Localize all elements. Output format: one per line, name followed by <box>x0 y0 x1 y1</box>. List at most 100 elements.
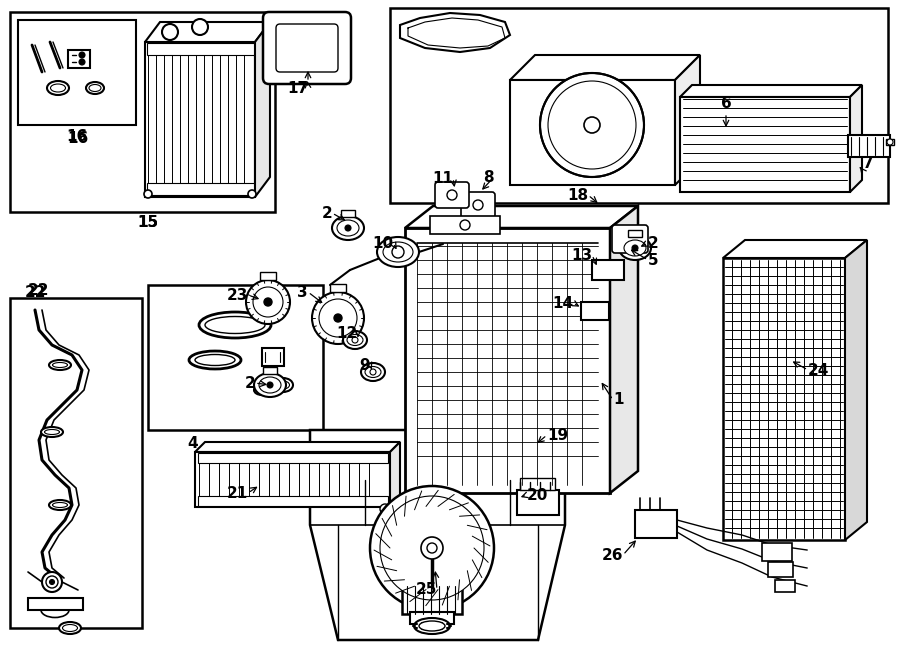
Polygon shape <box>723 240 867 258</box>
Circle shape <box>427 543 437 553</box>
Polygon shape <box>850 85 862 192</box>
Ellipse shape <box>254 373 286 397</box>
Polygon shape <box>390 442 400 507</box>
Bar <box>260 272 276 280</box>
Circle shape <box>162 24 178 40</box>
Circle shape <box>253 287 283 317</box>
Bar <box>145 42 255 197</box>
Circle shape <box>540 73 644 177</box>
Text: 8: 8 <box>483 169 494 185</box>
Text: 5: 5 <box>648 252 659 267</box>
Bar <box>147 183 254 195</box>
Circle shape <box>447 190 457 200</box>
Text: 24: 24 <box>808 363 830 377</box>
Ellipse shape <box>419 621 445 631</box>
Bar <box>10 298 142 628</box>
Ellipse shape <box>347 334 363 346</box>
Circle shape <box>473 200 483 210</box>
Ellipse shape <box>195 354 235 365</box>
Text: 9: 9 <box>359 357 370 373</box>
Ellipse shape <box>383 242 413 262</box>
Text: 13: 13 <box>571 248 592 263</box>
Bar <box>147 43 254 55</box>
Text: 2: 2 <box>648 236 659 250</box>
Bar <box>18 20 136 125</box>
Circle shape <box>264 298 272 306</box>
FancyBboxPatch shape <box>435 182 469 208</box>
Ellipse shape <box>343 331 367 349</box>
Ellipse shape <box>259 377 281 393</box>
Bar <box>762 543 792 561</box>
Polygon shape <box>680 85 862 97</box>
Circle shape <box>345 225 351 231</box>
Ellipse shape <box>189 351 241 369</box>
Ellipse shape <box>361 363 385 381</box>
Ellipse shape <box>89 85 101 91</box>
Text: 4: 4 <box>188 436 198 451</box>
Polygon shape <box>145 22 270 42</box>
Ellipse shape <box>52 502 68 508</box>
Bar <box>28 598 83 610</box>
Ellipse shape <box>332 216 364 240</box>
Circle shape <box>632 245 638 251</box>
Text: 10: 10 <box>372 236 393 250</box>
Circle shape <box>352 337 358 343</box>
Bar <box>430 216 500 234</box>
Bar <box>198 453 388 463</box>
Text: 3: 3 <box>297 285 308 299</box>
Bar <box>402 586 462 614</box>
Ellipse shape <box>199 312 271 338</box>
Text: 1: 1 <box>613 393 624 408</box>
Text: 12: 12 <box>337 326 358 340</box>
Bar <box>848 135 890 157</box>
Ellipse shape <box>86 82 104 94</box>
Ellipse shape <box>44 430 59 434</box>
Ellipse shape <box>62 624 77 632</box>
Bar <box>635 510 677 538</box>
Circle shape <box>42 572 62 592</box>
Bar <box>581 302 609 320</box>
Bar <box>405 228 610 493</box>
Text: 2: 2 <box>244 375 255 391</box>
FancyBboxPatch shape <box>263 12 351 84</box>
Bar <box>680 97 850 192</box>
Ellipse shape <box>49 360 71 370</box>
Polygon shape <box>510 55 700 80</box>
Bar <box>520 478 555 490</box>
Text: 15: 15 <box>138 214 158 230</box>
Bar <box>262 348 284 366</box>
Text: 2: 2 <box>321 205 332 220</box>
Ellipse shape <box>205 316 265 334</box>
Polygon shape <box>845 240 867 540</box>
Bar <box>886 139 894 145</box>
Circle shape <box>79 52 85 58</box>
Bar <box>341 210 355 217</box>
Circle shape <box>421 537 443 559</box>
Text: 6: 6 <box>721 95 732 111</box>
Circle shape <box>50 579 55 585</box>
Text: 22: 22 <box>25 285 47 299</box>
Bar <box>10 12 275 212</box>
FancyBboxPatch shape <box>276 24 338 72</box>
Ellipse shape <box>624 240 646 256</box>
Bar <box>775 580 795 592</box>
Circle shape <box>460 220 470 230</box>
Ellipse shape <box>365 367 381 377</box>
Text: 17: 17 <box>287 81 308 95</box>
Polygon shape <box>675 55 700 185</box>
Circle shape <box>46 576 58 588</box>
Bar <box>263 367 277 374</box>
Ellipse shape <box>257 387 267 393</box>
Circle shape <box>267 382 273 388</box>
Ellipse shape <box>619 236 651 260</box>
Text: 18: 18 <box>567 187 588 203</box>
Text: 20: 20 <box>527 487 548 502</box>
Bar <box>148 285 323 430</box>
Circle shape <box>144 190 152 198</box>
Ellipse shape <box>52 363 68 367</box>
Bar <box>723 258 845 540</box>
Circle shape <box>312 292 364 344</box>
Circle shape <box>380 496 484 600</box>
Ellipse shape <box>47 81 69 95</box>
Circle shape <box>584 117 600 133</box>
